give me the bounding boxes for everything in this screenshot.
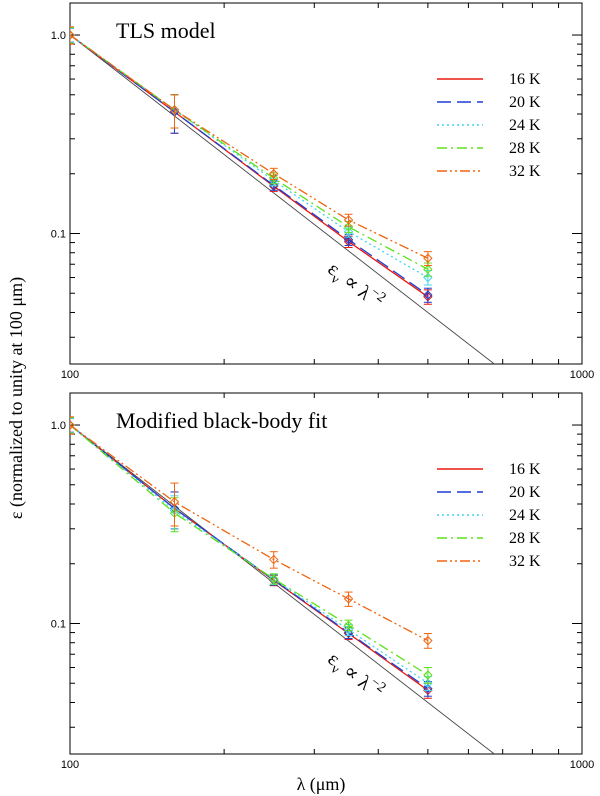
data-point [343,227,354,237]
y-tick-label: 0.1 [51,228,66,240]
legend-label: 24 K [509,507,541,524]
reference-line-label: εν ∝ λ−2 [321,255,388,316]
data-point [269,554,279,565]
x-axis-label: λ (μm) [297,774,346,795]
y-tick-label: 1.0 [51,30,66,42]
data-point [423,635,433,646]
panel-title: TLS model [116,18,216,43]
series-group [70,26,433,305]
series-line [70,424,429,642]
data-point [423,253,433,263]
reference-line-group [70,424,496,754]
data-point [423,678,433,688]
data-point [70,420,75,430]
y-tick-label: 1.0 [51,420,66,432]
data-point [269,173,279,183]
legend-label: 32 K [509,163,541,180]
data-point [423,264,433,275]
x-tick-label: 1000 [570,759,594,771]
series-line [70,424,429,676]
data-point [343,215,354,225]
x-tick-label: 1000 [570,369,594,381]
data-point [70,30,75,40]
data-point [423,670,433,680]
data-point [169,497,180,507]
plot-frame [69,2,583,365]
legend-label: 16 K [509,461,541,478]
data-point [269,574,279,584]
data-point [169,105,180,115]
series-line [70,424,429,684]
legend-label: 16 K [509,71,541,88]
reference-line [70,34,496,364]
data-point [343,235,354,245]
legend-label: 32 K [509,553,541,570]
y-tick-label: 0.1 [51,618,66,630]
series-line [70,34,429,259]
legend: 16 K 20 K 24 K 28 K 32 K [437,461,541,570]
data-point [343,625,354,635]
series-line [70,34,429,270]
x-tick-label: 100 [61,759,79,771]
series-group [70,416,433,699]
panel-title: Modified black-body fit [116,408,327,433]
x-tick-label: 100 [61,369,79,381]
data-point [343,620,354,630]
series-line [70,424,429,690]
legend: 16 K 20 K 24 K 28 K 32 K [437,71,541,180]
panel-1: 100 1000 1.0 0.1 TLS model εν ∝ λ−2 16 K 20 K 24… [51,2,594,381]
data-point [423,683,433,694]
plot-frame [69,392,583,755]
data-point [343,222,354,232]
legend-label: 28 K [509,140,541,157]
data-point [423,290,433,300]
legend-label: 20 K [509,484,541,501]
reference-line [70,424,496,754]
legend-label: 28 K [509,530,541,547]
legend-label: 20 K [509,94,541,111]
data-point [343,594,354,604]
reference-line-group [70,34,496,364]
data-point [269,169,279,179]
y-axis-label: ε (normalized to unity at 100 μm) [6,277,27,519]
series-line [70,424,429,691]
legend-label: 24 K [509,117,541,134]
